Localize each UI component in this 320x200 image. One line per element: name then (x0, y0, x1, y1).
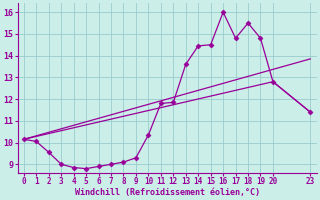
X-axis label: Windchill (Refroidissement éolien,°C): Windchill (Refroidissement éolien,°C) (75, 188, 260, 197)
